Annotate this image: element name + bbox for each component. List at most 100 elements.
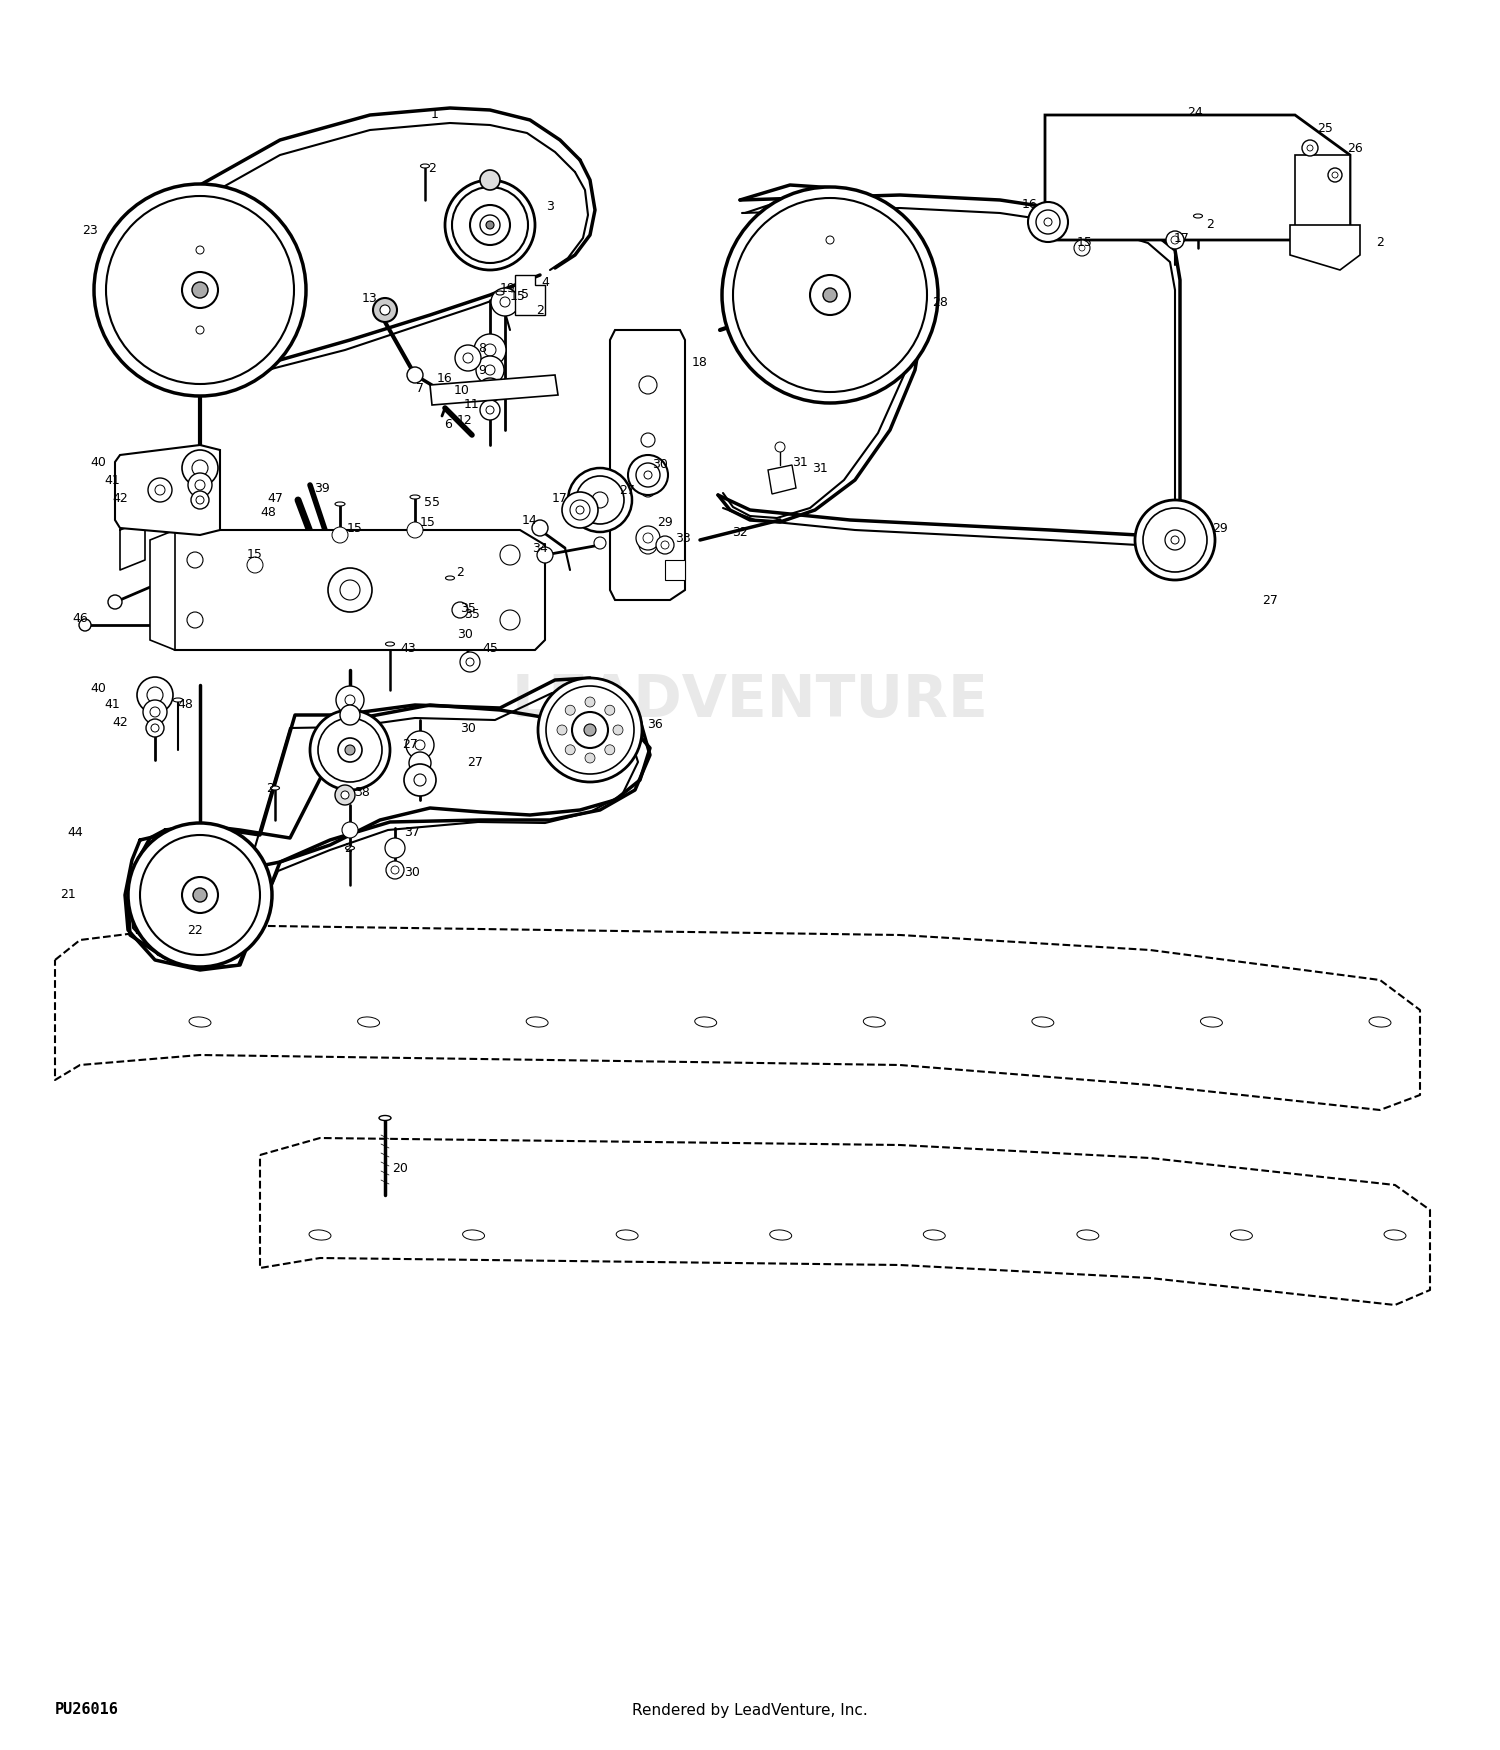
Text: 5: 5 <box>520 289 530 301</box>
Text: 9: 9 <box>478 364 486 376</box>
Circle shape <box>108 595 122 609</box>
Text: 20: 20 <box>392 1162 408 1174</box>
Text: 15: 15 <box>1077 236 1094 248</box>
Ellipse shape <box>189 1017 211 1027</box>
Ellipse shape <box>334 502 345 506</box>
Circle shape <box>585 696 596 707</box>
Text: 33: 33 <box>675 532 692 544</box>
Circle shape <box>392 866 399 873</box>
Polygon shape <box>514 275 544 315</box>
Text: 38: 38 <box>354 786 370 798</box>
Circle shape <box>146 719 164 737</box>
Circle shape <box>150 707 160 717</box>
Circle shape <box>142 700 166 724</box>
Circle shape <box>1074 240 1090 256</box>
Circle shape <box>94 184 306 396</box>
Ellipse shape <box>420 164 429 168</box>
Circle shape <box>406 368 423 383</box>
Circle shape <box>147 688 164 704</box>
Ellipse shape <box>345 845 354 850</box>
Circle shape <box>374 298 398 322</box>
Circle shape <box>827 236 834 243</box>
Text: 15: 15 <box>510 290 526 303</box>
Circle shape <box>556 724 567 735</box>
Circle shape <box>182 450 218 487</box>
Circle shape <box>340 579 360 600</box>
Circle shape <box>342 822 358 838</box>
Circle shape <box>1172 536 1179 544</box>
Text: 48: 48 <box>260 506 276 518</box>
Text: 39: 39 <box>314 481 330 495</box>
Ellipse shape <box>1200 1017 1222 1027</box>
Text: 30: 30 <box>404 866 420 878</box>
Ellipse shape <box>1032 1017 1054 1027</box>
Circle shape <box>1036 210 1060 235</box>
Text: 15: 15 <box>248 548 262 562</box>
Circle shape <box>446 180 536 270</box>
Circle shape <box>182 271 218 308</box>
Circle shape <box>452 602 468 618</box>
Circle shape <box>604 746 615 754</box>
Text: 42: 42 <box>112 492 128 504</box>
Text: 18: 18 <box>692 357 708 369</box>
Ellipse shape <box>1230 1230 1252 1241</box>
Circle shape <box>628 455 668 495</box>
Circle shape <box>500 298 510 306</box>
Ellipse shape <box>462 1230 484 1241</box>
Ellipse shape <box>410 495 420 499</box>
Circle shape <box>824 289 837 303</box>
Text: 30: 30 <box>458 628 472 642</box>
Text: 34: 34 <box>532 541 548 555</box>
Circle shape <box>538 677 642 782</box>
Ellipse shape <box>270 786 279 789</box>
Ellipse shape <box>386 642 394 646</box>
Circle shape <box>576 476 624 523</box>
Circle shape <box>336 686 364 714</box>
Text: 30: 30 <box>460 721 476 735</box>
Text: 45: 45 <box>482 642 498 654</box>
Circle shape <box>1166 530 1185 550</box>
Text: 25: 25 <box>1317 121 1334 135</box>
Text: 27: 27 <box>1262 593 1278 607</box>
Text: 2: 2 <box>427 161 436 175</box>
Circle shape <box>734 198 927 392</box>
Circle shape <box>310 710 390 789</box>
Circle shape <box>484 345 496 355</box>
Text: 14: 14 <box>522 513 538 527</box>
Circle shape <box>406 522 423 537</box>
Circle shape <box>568 467 632 532</box>
Circle shape <box>380 304 390 315</box>
Circle shape <box>592 492 608 508</box>
Ellipse shape <box>309 1230 332 1241</box>
Text: 8: 8 <box>478 341 486 355</box>
Ellipse shape <box>380 1115 392 1120</box>
Circle shape <box>480 401 500 420</box>
Text: 10: 10 <box>454 383 470 397</box>
Circle shape <box>154 485 165 495</box>
Circle shape <box>454 345 482 371</box>
Ellipse shape <box>864 1017 885 1027</box>
Circle shape <box>478 378 502 402</box>
Circle shape <box>196 326 204 334</box>
Circle shape <box>182 877 218 914</box>
Circle shape <box>644 534 652 542</box>
Circle shape <box>500 544 520 565</box>
Circle shape <box>1078 245 1084 250</box>
Text: 27: 27 <box>620 483 634 497</box>
Text: 46: 46 <box>72 611 88 625</box>
Circle shape <box>464 354 472 362</box>
Circle shape <box>562 492 598 528</box>
Text: 16: 16 <box>436 371 453 385</box>
Circle shape <box>188 473 211 497</box>
Ellipse shape <box>616 1230 638 1241</box>
Circle shape <box>414 774 426 786</box>
Ellipse shape <box>1370 1017 1390 1027</box>
Ellipse shape <box>770 1230 792 1241</box>
Circle shape <box>644 471 652 480</box>
Circle shape <box>484 385 495 396</box>
Circle shape <box>404 765 436 796</box>
Circle shape <box>194 887 207 901</box>
Circle shape <box>340 705 360 724</box>
Circle shape <box>1166 231 1184 248</box>
Text: 17: 17 <box>552 492 568 504</box>
